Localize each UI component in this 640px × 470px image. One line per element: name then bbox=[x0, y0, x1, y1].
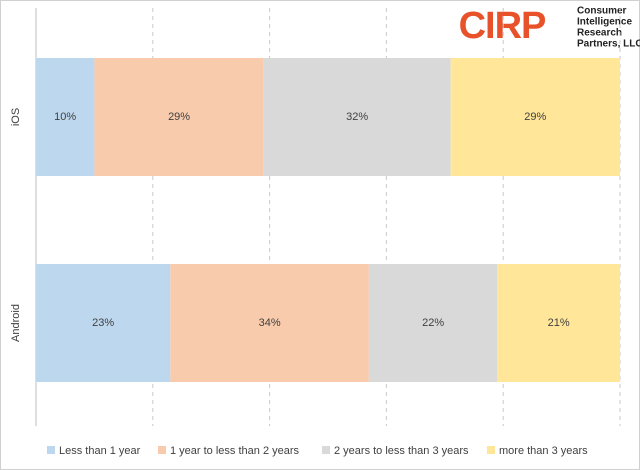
legend-label: 2 years to less than 3 years bbox=[334, 445, 469, 457]
data-label: 23% bbox=[92, 317, 114, 329]
legend-swatch bbox=[158, 446, 166, 454]
logo-line: Research bbox=[577, 28, 622, 39]
y-tick-label: Android bbox=[10, 304, 22, 342]
bar-segment bbox=[36, 264, 171, 382]
bar-segment bbox=[450, 58, 620, 176]
logo-line: Partners, LLC bbox=[577, 39, 640, 50]
data-label: 34% bbox=[259, 317, 281, 329]
legend-label: 1 year to less than 2 years bbox=[170, 445, 300, 457]
bar-segment bbox=[36, 58, 95, 176]
data-label: 29% bbox=[168, 111, 190, 123]
legend-label: more than 3 years bbox=[499, 445, 588, 457]
data-label: 10% bbox=[54, 111, 76, 123]
legend-swatch bbox=[322, 446, 330, 454]
data-label: 21% bbox=[548, 317, 570, 329]
data-label: 32% bbox=[346, 111, 368, 123]
logo-line: Consumer bbox=[577, 6, 627, 17]
bar-segment bbox=[94, 58, 264, 176]
legend-swatch bbox=[47, 446, 55, 454]
bar-segment bbox=[263, 58, 451, 176]
bar-segment bbox=[368, 264, 498, 382]
bar-segment bbox=[497, 264, 620, 382]
data-label: 22% bbox=[422, 317, 444, 329]
logo-line: Intelligence bbox=[577, 17, 632, 28]
y-tick-label: iOS bbox=[10, 108, 22, 126]
legend-swatch bbox=[487, 446, 495, 454]
legend-label: Less than 1 year bbox=[59, 445, 141, 457]
logo-mark: CIRP bbox=[459, 5, 546, 47]
data-label: 29% bbox=[524, 111, 546, 123]
bar-segment bbox=[170, 264, 369, 382]
